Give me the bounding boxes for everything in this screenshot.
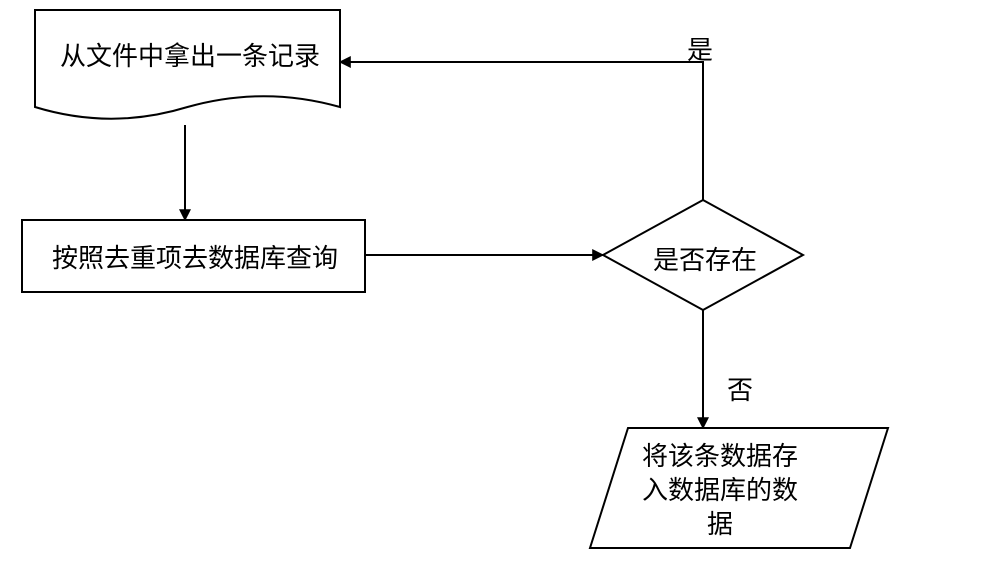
flowchart-canvas bbox=[0, 0, 1000, 564]
